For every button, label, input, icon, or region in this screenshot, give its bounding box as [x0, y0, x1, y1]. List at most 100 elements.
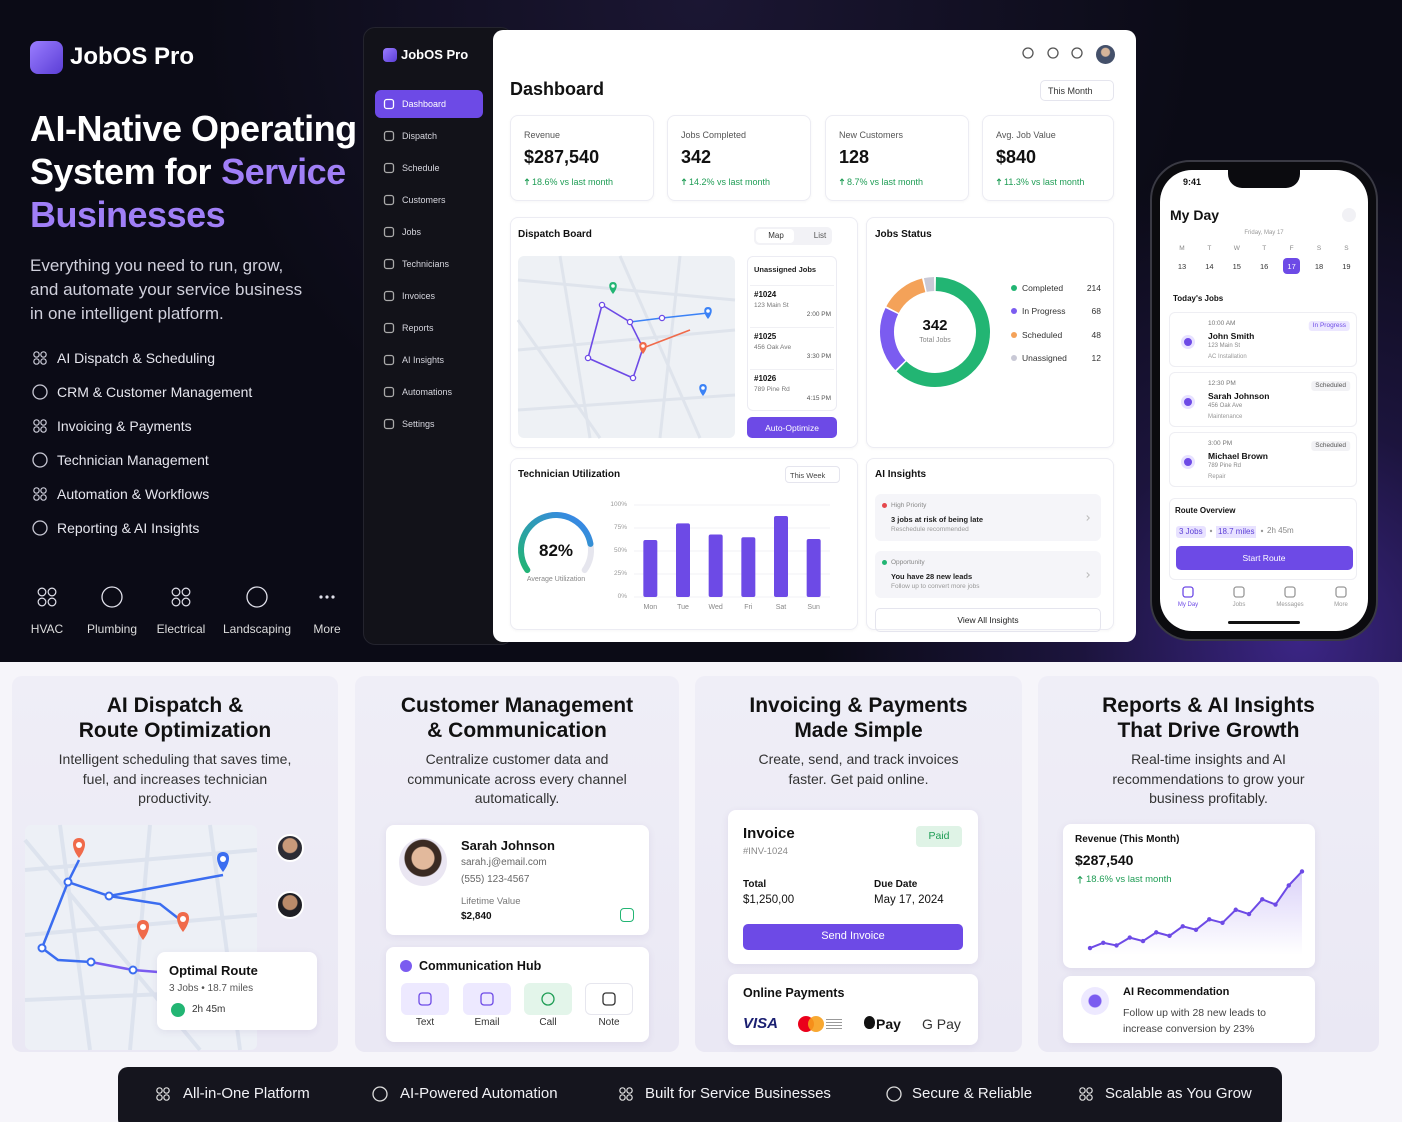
- action-button[interactable]: [463, 983, 511, 1015]
- industry-label[interactable]: Electrical: [156, 621, 206, 636]
- job-time: 3:30 PM: [806, 353, 831, 361]
- gauge-caption: Average Utilization: [526, 575, 586, 583]
- action-button[interactable]: [585, 983, 633, 1015]
- status-icon: [620, 908, 634, 922]
- button[interactable]: [743, 924, 963, 950]
- button-label[interactable]: View All Insights: [957, 614, 1019, 625]
- hub-title: Communication Hub: [419, 958, 542, 973]
- tab-label[interactable]: Jobs: [1232, 602, 1246, 609]
- insight-item[interactable]: [875, 494, 1101, 541]
- status-time: 9:41: [1182, 176, 1202, 187]
- day[interactable]: 17: [1287, 261, 1296, 271]
- nav-item[interactable]: Settings: [402, 418, 435, 429]
- headline-line: System for Service: [30, 150, 630, 194]
- nav-item[interactable]: Schedule: [402, 162, 440, 173]
- nav-item[interactable]: Customers: [402, 194, 446, 205]
- day[interactable]: 16: [1260, 261, 1269, 271]
- customer-photo: [399, 838, 447, 886]
- job-card[interactable]: [1169, 312, 1357, 367]
- apple-logo: [864, 1016, 875, 1029]
- action-label[interactable]: Email: [474, 1017, 500, 1028]
- card-text: Centralize customer data and communicate…: [407, 751, 627, 806]
- industry-label[interactable]: Landscaping: [222, 621, 292, 636]
- kpi-value: $287,540: [524, 147, 600, 168]
- headline: AI-Native Operating: [30, 108, 357, 150]
- button[interactable]: [875, 608, 1101, 632]
- queue-title: Unassigned Jobs: [754, 264, 817, 274]
- mastercard-logo: [808, 1016, 824, 1032]
- view-tab[interactable]: List: [813, 231, 827, 241]
- card-title: Dispatch Board: [518, 229, 592, 240]
- button-label[interactable]: Start Route: [1242, 552, 1286, 563]
- field-label: Total: [743, 879, 767, 890]
- action-label[interactable]: Call: [539, 1017, 557, 1028]
- insight-tag: High Priority: [891, 502, 927, 510]
- x-tick-label: Tue: [677, 603, 689, 611]
- day[interactable]: 13: [1177, 261, 1187, 271]
- view-active: [756, 229, 794, 243]
- job-id: #1026: [754, 374, 777, 384]
- day[interactable]: 15: [1232, 261, 1241, 271]
- status-label: Paid: [928, 829, 950, 842]
- nav-item[interactable]: Invoices: [402, 290, 436, 301]
- job-card[interactable]: [1169, 432, 1357, 487]
- view-tab[interactable]: Map: [768, 231, 784, 241]
- kpi-label: Revenue: [524, 129, 561, 140]
- day[interactable]: 14: [1205, 261, 1214, 271]
- kpi-change: 8.7% vs last month: [847, 176, 924, 187]
- job-name: Sarah Johnson: [1208, 390, 1270, 401]
- mastercard-text: [826, 1019, 842, 1029]
- avatar: [1342, 208, 1356, 222]
- nav-item[interactable]: Dispatch: [402, 130, 438, 141]
- card-text: Create, send, and track invoices faster.…: [758, 751, 959, 787]
- industry-label[interactable]: HVAC: [30, 621, 64, 636]
- nav-item[interactable]: Technicians: [402, 258, 450, 269]
- y-tick-label: 75%: [613, 524, 627, 532]
- period-select[interactable]: [785, 466, 840, 483]
- date-label: Friday, May 17: [1244, 230, 1284, 237]
- nav-item[interactable]: Jobs: [402, 226, 422, 237]
- button[interactable]: [1176, 546, 1353, 570]
- day[interactable]: 19: [1342, 261, 1351, 271]
- recommendation-title: AI Recommendation: [1123, 986, 1230, 999]
- logo-mark: [383, 48, 397, 62]
- kpi-change: 18.6% vs last month: [532, 176, 614, 187]
- route-stat: 2h 45m: [1267, 526, 1294, 536]
- nav-item[interactable]: Dashboard: [402, 98, 447, 109]
- tab-label[interactable]: More: [1334, 602, 1348, 609]
- tab-label[interactable]: My Day: [1177, 602, 1199, 609]
- industry-label[interactable]: Plumbing: [86, 621, 138, 636]
- period-select[interactable]: [1040, 80, 1114, 101]
- nav-item[interactable]: AI Insights: [402, 354, 445, 365]
- payments-title: Online Payments: [743, 985, 845, 1000]
- tab-label[interactable]: Messages: [1276, 602, 1304, 609]
- action-button[interactable]: [401, 983, 449, 1015]
- card-text: Intelligent scheduling that saves time, …: [58, 751, 292, 806]
- action-label[interactable]: Text: [415, 1017, 435, 1028]
- day[interactable]: 18: [1314, 261, 1324, 271]
- status-pill: In Progress: [1308, 321, 1350, 331]
- industry-label[interactable]: More: [313, 621, 341, 636]
- period-label[interactable]: This Week: [790, 470, 826, 480]
- job-card[interactable]: [1169, 372, 1357, 427]
- action-label[interactable]: Note: [598, 1017, 620, 1028]
- revenue-value: $287,540: [1075, 851, 1134, 868]
- route-stat: 3 Jobs: [1176, 526, 1206, 538]
- status-pill: Scheduled: [1311, 441, 1350, 451]
- button[interactable]: [747, 417, 837, 438]
- revenue-label: Revenue (This Month): [1075, 834, 1180, 845]
- headline: Service: [221, 151, 346, 193]
- action-button[interactable]: [524, 983, 572, 1015]
- job-address: 123 Main St: [1208, 343, 1241, 350]
- nav-item[interactable]: Reports: [402, 322, 434, 333]
- button-label[interactable]: Send Invoice: [821, 930, 885, 943]
- button-label[interactable]: Auto-Optimize: [765, 422, 819, 433]
- nav-item[interactable]: Automations: [402, 386, 453, 397]
- legend-value: 214: [1086, 282, 1101, 293]
- period-label[interactable]: This Month: [1048, 85, 1093, 96]
- insight-item[interactable]: [875, 551, 1101, 598]
- feature-item: Invoicing & Payments: [57, 417, 192, 434]
- job-id: #1025: [754, 332, 777, 342]
- page-title: Dashboard: [510, 79, 605, 100]
